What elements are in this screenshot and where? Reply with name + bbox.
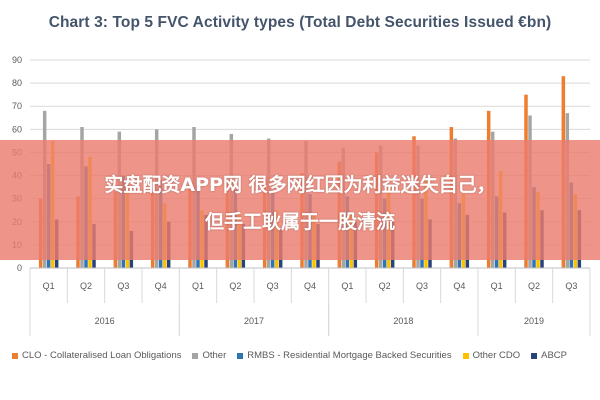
legend-swatch [237,352,244,359]
legend-swatch [462,352,469,359]
watermark-text-line2: 但手工耿属于一股清流 [204,211,395,233]
year-label: 2016 [95,316,115,326]
legend-label: RMBS - Residential Mortgage Backed Secur… [247,350,452,361]
chart-legend: CLO - Collateralised Loan Obligations Oth… [12,350,597,361]
x-tick-label: Q3 [565,281,577,291]
legend-label: Other [202,350,227,361]
x-tick-label: Q1 [192,281,204,291]
legend-label: CLO - Collateralised Loan Obligations [22,350,182,361]
legend-item: Other CDO [462,350,521,361]
chart-title: Chart 3: Top 5 FVC Activity types (Total… [48,14,552,31]
x-tick-label: Q4 [453,281,465,291]
x-tick-label: Q3 [117,281,129,291]
y-tick-label: 70 [12,101,22,111]
legend-swatch [12,352,18,359]
watermark-banner [0,140,600,260]
legend-label: Other CDO [472,350,521,361]
year-label: 2019 [524,316,544,326]
x-tick-label: Q3 [416,281,428,291]
year-label: 2018 [393,316,413,326]
legend-swatch [531,352,538,359]
x-tick-label: Q4 [304,281,316,291]
legend-item: CLO - Collateralised Loan Obligations [12,350,181,361]
legend-item: RMBS - Residential Mortgage Backed Secur… [237,350,452,361]
x-tick-label: Q4 [155,281,167,291]
y-tick-label: 90 [12,55,22,65]
x-tick-label: Q2 [379,281,391,291]
watermark-text-line1: 实盘配资APP网 很多网红因为利益迷失自己， [104,174,496,196]
legend-item: ABCP [531,350,567,361]
x-tick-label: Q2 [80,281,92,291]
y-tick-label: 0 [17,263,22,273]
x-tick-label: Q1 [491,281,503,291]
year-label: 2017 [244,316,264,326]
y-tick-label: 60 [12,124,22,134]
x-tick-label: Q2 [229,281,241,291]
legend-item: Other [192,350,226,361]
x-tick-label: Q1 [341,281,353,291]
legend-swatch [192,352,199,359]
legend-label: ABCP [541,350,567,361]
x-tick-label: Q2 [528,281,540,291]
x-tick-label: Q1 [43,281,55,291]
y-tick-label: 80 [12,78,22,88]
x-tick-label: Q3 [267,281,279,291]
